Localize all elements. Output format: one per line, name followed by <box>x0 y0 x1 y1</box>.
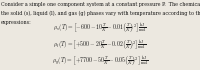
Text: $\mu_s(T) = \left[-600 - 10\frac{T}{K} - 0.01\left(\frac{T}{K}\right)^{\!2}\righ: $\mu_s(T) = \left[-600 - 10\frac{T}{K} -… <box>53 21 147 35</box>
Text: $\mu_g(T) = \left[+7700 - 50\frac{T}{K} - 0.05\left(\frac{T}{K}\right)^{\!2}\rig: $\mu_g(T) = \left[+7700 - 50\frac{T}{K} … <box>52 54 148 67</box>
Text: the solid (s), liquid (l), and gas (g) phases vary with temperature according to: the solid (s), liquid (l), and gas (g) p… <box>1 11 200 16</box>
Text: $\mu_l(T) = \left[+500 - 20\frac{T}{K} - 0.02\left(\frac{T}{K}\right)^{\!2}\righ: $\mu_l(T) = \left[+500 - 20\frac{T}{K} -… <box>53 38 147 51</box>
Text: expressions:: expressions: <box>1 20 32 25</box>
Text: Consider a simple one component system at a constant pressure P.  The chemical p: Consider a simple one component system a… <box>1 2 200 7</box>
